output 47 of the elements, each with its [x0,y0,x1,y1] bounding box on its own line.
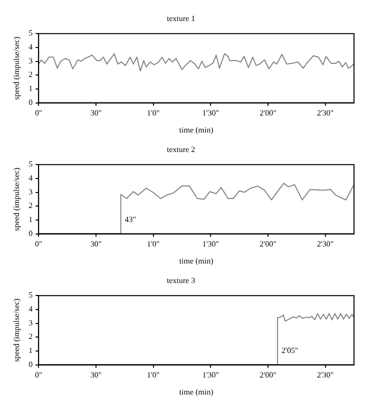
y-tick-label: 2 [28,332,33,342]
x-tick-label: 1'30" [202,240,219,249]
x-tick-label: 1'0" [146,370,160,380]
y-tick-label: 1 [28,215,33,224]
y-tick-label: 0 [28,228,33,238]
y-tick-label: 5 [28,290,33,300]
y-tick-label: 4 [28,174,33,183]
x-tick-label: 1'30" [202,108,219,118]
y-tick-label: 5 [28,160,33,169]
y-tick-label: 3 [28,56,33,66]
x-tick-label: 30" [90,108,102,118]
x-tick-label: 0" [34,240,42,249]
x-tick-label: 2'00" [260,370,276,380]
y-tick-label: 0 [28,360,33,369]
chart-title: texture 1 [166,14,196,23]
x-axis-title: time (min) [179,125,214,134]
x-tick-label: 2'30" [316,240,334,249]
y-tick-label: 2 [28,201,33,210]
annotation: 43" [124,215,136,224]
x-tick-label: 1'0" [146,108,160,118]
y-axis-title: speed (impulse/sec) [12,167,21,231]
x-tick-label: 30" [90,370,102,380]
y-tick-label: 5 [28,28,33,38]
x-tick-label: 2'00" [260,240,276,249]
x-tick-label: 1'30" [202,370,219,380]
x-tick-label: 1'0" [146,240,160,249]
x-tick-label: 0" [34,370,42,380]
chart-title: texture 3 [166,276,196,285]
y-tick-label: 1 [28,84,33,94]
x-tick-label: 2'30" [316,108,334,118]
y-axis-title: speed (impulse/sec) [12,36,21,100]
x-tick-label: 0" [34,108,42,118]
x-axis-title: time (min) [179,387,214,396]
y-tick-label: 2 [28,70,33,80]
y-tick-label: 4 [28,304,33,314]
y-tick-label: 4 [28,42,33,52]
y-axis-title: speed (impulse/sec) [12,298,21,362]
chart-title: texture 2 [166,144,196,154]
x-tick-label: 2'00" [260,108,276,118]
x-axis-title: time (min) [179,256,214,266]
y-tick-label: 0 [28,98,33,107]
y-tick-label: 3 [28,318,33,328]
x-tick-label: 2'30" [316,370,334,380]
x-tick-label: 30" [90,240,102,249]
y-tick-label: 3 [28,187,33,196]
annotation: 2'05" [282,346,298,356]
y-tick-label: 1 [28,346,33,356]
